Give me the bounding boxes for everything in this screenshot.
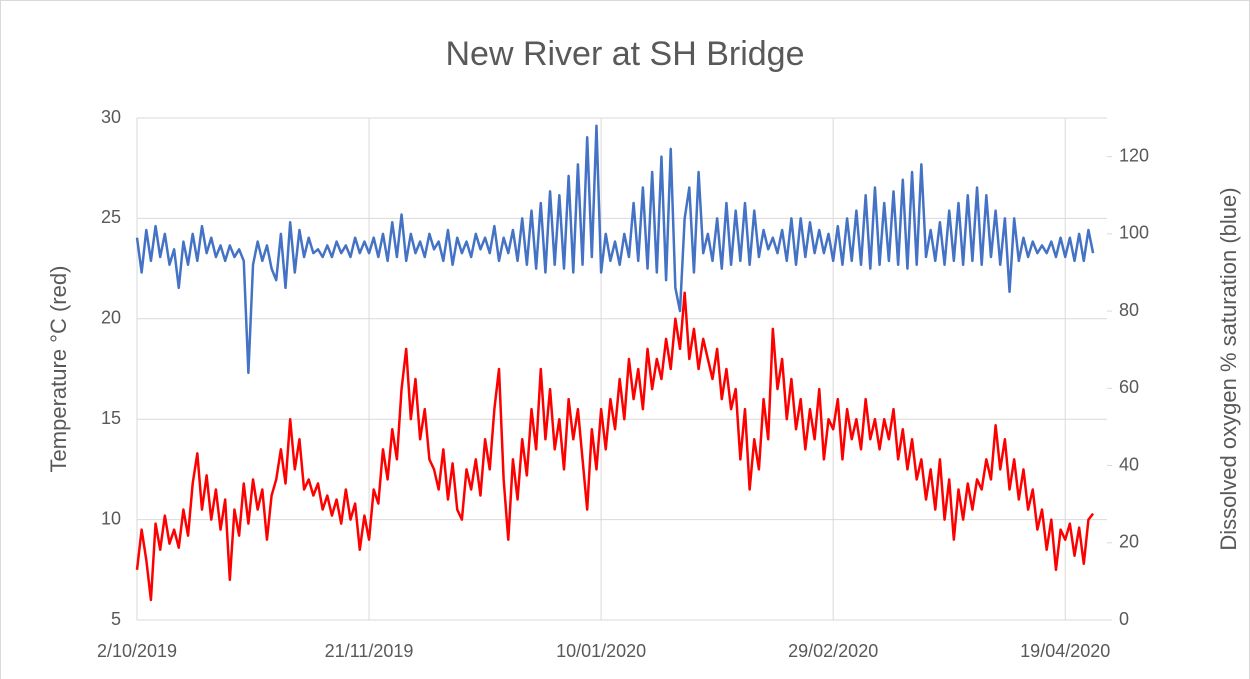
x-tick-label: 21/11/2019 xyxy=(325,641,414,661)
y-axis-label: Temperature °C (red) xyxy=(46,266,71,473)
y2-tick-label: 20 xyxy=(1119,532,1139,552)
x-tick-label: 2/10/2019 xyxy=(97,641,177,661)
y2-tick-label: 40 xyxy=(1119,454,1139,474)
y-tick-label: 20 xyxy=(101,308,121,328)
x-tick-label: 29/02/2020 xyxy=(788,641,878,661)
y-tick-label: 10 xyxy=(101,508,121,528)
y2-tick-label: 80 xyxy=(1119,300,1139,320)
y2-axis-label: Dissolved oxygen % saturation (blue) xyxy=(1216,187,1241,550)
y2-tick-label: 100 xyxy=(1119,223,1149,243)
y-tick-label: 25 xyxy=(101,207,121,227)
chart-title: New River at SH Bridge xyxy=(445,35,804,73)
y-tick-label: 30 xyxy=(101,107,121,127)
series-line xyxy=(135,124,1095,375)
y2-tick-label: 0 xyxy=(1119,609,1129,629)
x-tick-label: 19/04/2020 xyxy=(1020,641,1110,661)
y2-tick-label: 120 xyxy=(1119,145,1149,165)
y-tick-label: 5 xyxy=(111,609,121,629)
y-tick-label: 15 xyxy=(101,408,121,428)
y2-tick-label: 60 xyxy=(1119,377,1139,397)
x-tick-label: 10/01/2020 xyxy=(556,641,646,661)
series-line xyxy=(135,291,1095,602)
